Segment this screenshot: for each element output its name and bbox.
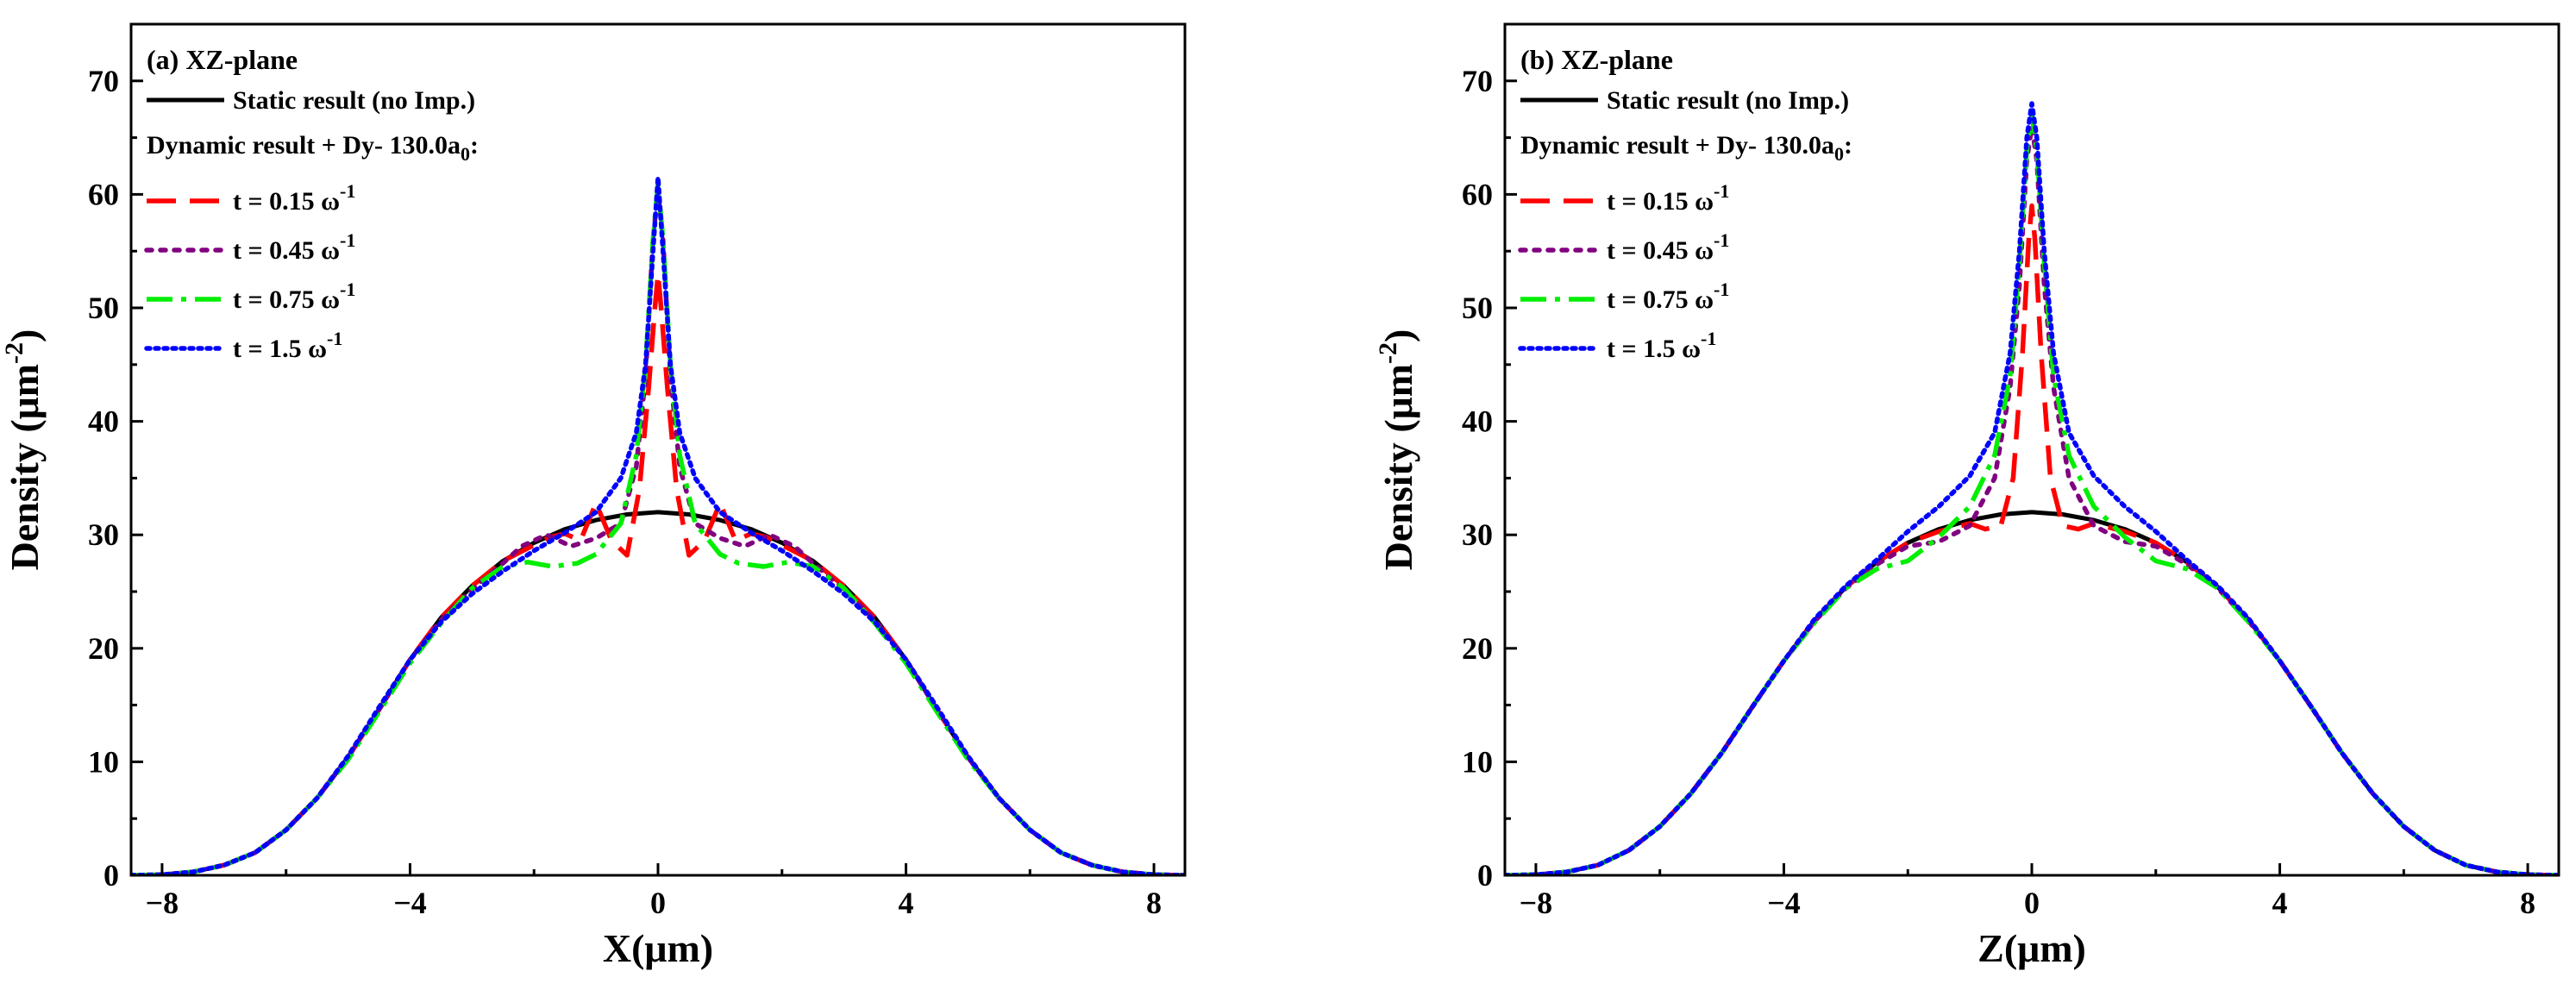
x-tick-label: 8 <box>2520 886 2535 920</box>
legend-dynamic-header: Dynamic result + Dy- 130.0a0: <box>1520 131 1852 165</box>
legend-label-0: t = 0.15 ω-1 <box>233 180 355 216</box>
panel-title: (b) XZ-plane <box>1520 44 1673 75</box>
legend-label-0: t = 0.15 ω-1 <box>1607 180 1729 216</box>
legend-label-sup: -1 <box>340 279 355 300</box>
legend-label-static: Static result (no Imp.) <box>1607 86 1849 115</box>
legend-label-text: t = 0.45 ω <box>1607 236 1714 265</box>
y-axis-title-close: ) <box>1376 329 1420 342</box>
x-axis-title: X(μm) <box>603 926 713 970</box>
series-line-1 <box>131 271 1185 875</box>
y-tick-label: 10 <box>1462 744 1493 779</box>
legend-label-3: t = 1.5 ω-1 <box>1607 328 1716 363</box>
legend-label-1: t = 0.45 ω-1 <box>1607 229 1729 265</box>
x-tick-label: 4 <box>2272 886 2288 920</box>
y-tick-label: 50 <box>1462 291 1493 325</box>
y-axis-title-close: ) <box>3 329 47 342</box>
y-tick-label: 20 <box>1462 631 1493 666</box>
series-line-0 <box>131 510 1185 875</box>
legend-label-sup: -1 <box>1701 328 1716 349</box>
chart-panel-a: −8 −4 0 4 8 0 10 20 30 40 50 60 70 X(μm) Density (μm-2… <box>0 22 1187 970</box>
legend: Static result (no Imp.) Dynamic result + … <box>144 86 479 363</box>
y-tick-label: 60 <box>88 177 119 211</box>
legend-label-sup: -1 <box>1714 229 1729 251</box>
legend-label-text: t = 0.15 ω <box>1607 187 1714 216</box>
x-tick-label: −8 <box>1520 886 1553 920</box>
x-tick-label: −4 <box>1767 886 1801 920</box>
y-axis-title: Density (μm-2) <box>1374 329 1420 571</box>
legend-label-sup: -1 <box>327 328 342 349</box>
legend-label-sup: -1 <box>1714 279 1729 300</box>
y-tick-label: 20 <box>88 631 119 666</box>
series-group <box>1505 101 2559 875</box>
chart-panel-b: −8 −4 0 4 8 0 10 20 30 40 50 60 70 Z(μm) Density (μm-2… <box>1374 22 2560 970</box>
legend-dynamic-header-sub: 0 <box>1834 143 1844 165</box>
legend-dynamic-header: Dynamic result + Dy- 130.0a0: <box>147 131 479 165</box>
legend-dynamic-header-text: Dynamic result + Dy- 130.0a <box>1520 131 1834 160</box>
series-line-3 <box>1505 112 2559 875</box>
legend-label-1: t = 0.45 ω-1 <box>233 229 355 265</box>
y-tick-label: 10 <box>88 744 119 779</box>
y-axis-title-sup: -2 <box>1374 342 1402 364</box>
legend-label-text: t = 1.5 ω <box>233 335 327 363</box>
legend-label-text: t = 0.75 ω <box>233 285 340 314</box>
legend-label-text: t = 0.15 ω <box>233 187 340 216</box>
x-tick-label: 4 <box>899 886 914 920</box>
x-tick-label: 0 <box>650 886 666 920</box>
legend-dynamic-header-end: : <box>470 131 479 160</box>
legend-label-3: t = 1.5 ω-1 <box>233 328 342 363</box>
x-tick-label: −4 <box>393 886 427 920</box>
x-tick-label: −8 <box>146 886 179 920</box>
x-axis-title: Z(μm) <box>1977 926 2086 970</box>
series-line-4 <box>1505 101 2559 875</box>
legend-label-static: Static result (no Imp.) <box>233 86 475 115</box>
legend-label-text: t = 0.75 ω <box>1607 285 1714 314</box>
x-tick-label: 8 <box>1146 886 1162 920</box>
y-axis-title-main: Density (μm <box>1376 364 1420 570</box>
y-tick-label: 30 <box>1462 517 1493 552</box>
y-tick-label: 50 <box>88 291 119 325</box>
y-tick-label: 40 <box>88 404 119 439</box>
legend-dynamic-header-text: Dynamic result + Dy- 130.0a <box>147 131 461 160</box>
legend-label-text: t = 0.45 ω <box>233 236 340 265</box>
y-tick-label: 30 <box>88 517 119 552</box>
y-tick-label: 40 <box>1462 404 1493 439</box>
y-axis-title-main: Density (μm <box>3 364 47 570</box>
y-tick-label: 0 <box>1477 858 1493 893</box>
legend-label-sup: -1 <box>340 180 355 202</box>
y-tick-label: 70 <box>88 64 119 98</box>
legend-dynamic-header-sub: 0 <box>461 143 470 165</box>
legend-dynamic-header-end: : <box>1844 131 1852 160</box>
series-line-4 <box>131 174 1185 875</box>
legend-label-sup: -1 <box>340 229 355 251</box>
x-tick-label: 0 <box>2024 886 2040 920</box>
panel-title: (a) XZ-plane <box>147 44 298 75</box>
y-tick-label: 70 <box>1462 64 1493 98</box>
series-group <box>131 174 1185 875</box>
legend-label-2: t = 0.75 ω-1 <box>233 279 355 314</box>
y-tick-label: 0 <box>103 858 119 893</box>
legend-label-text: t = 1.5 ω <box>1607 335 1701 363</box>
legend-label-sup: -1 <box>1714 180 1729 202</box>
y-tick-label: 60 <box>1462 177 1493 211</box>
y-axis-title-sup: -2 <box>0 342 28 364</box>
legend: Static result (no Imp.) Dynamic result + … <box>1518 86 1852 363</box>
legend-label-2: t = 0.75 ω-1 <box>1607 279 1729 314</box>
y-axis-title: Density (μm-2) <box>0 329 47 571</box>
